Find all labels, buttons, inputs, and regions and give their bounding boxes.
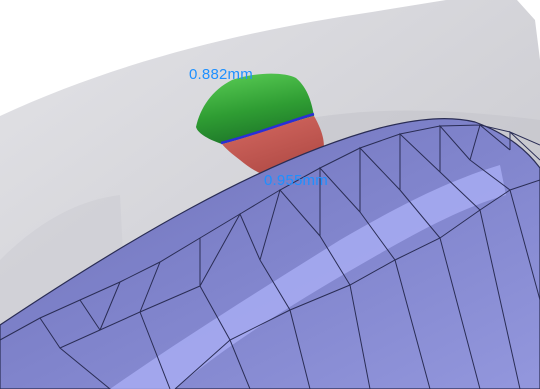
measurement-label-bottom: 0.955mm bbox=[264, 172, 328, 189]
mesh-edges bbox=[0, 124, 540, 389]
region-boundary-line bbox=[220, 112, 315, 145]
mesh-body bbox=[0, 118, 540, 389]
region-top-green bbox=[196, 73, 314, 144]
mesh-surface[interactable] bbox=[0, 118, 540, 389]
measurement-label-top: 0.882mm bbox=[189, 66, 253, 83]
mesh-highlight-band bbox=[110, 165, 506, 389]
